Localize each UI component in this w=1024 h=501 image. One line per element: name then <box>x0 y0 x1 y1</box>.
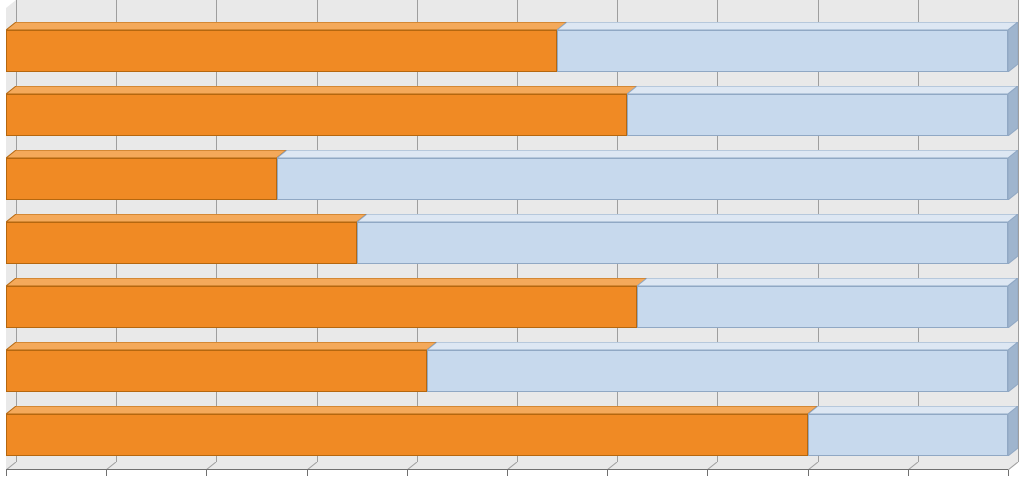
axis-tick <box>507 470 508 476</box>
bar-2-orange-top <box>6 278 647 286</box>
bar-3-orange-top <box>6 214 367 222</box>
bar-3-blue-face <box>357 222 1008 264</box>
bar-1-orange-face <box>6 350 427 392</box>
bar-6-orange-top <box>6 22 567 30</box>
x-axis-line <box>6 469 1008 470</box>
axis-tick <box>106 470 107 476</box>
plot-area <box>6 0 1018 470</box>
bar-3-blue-top <box>357 214 1018 222</box>
axis-tick <box>407 470 408 476</box>
gridline <box>1018 0 1019 462</box>
bar-5-side <box>1008 86 1018 136</box>
axis-tick <box>808 470 809 476</box>
bar-0-blue-top <box>808 406 1018 414</box>
bar-3-side <box>1008 214 1018 264</box>
stacked-bar-chart <box>0 0 1024 501</box>
bar-6-side <box>1008 22 1018 72</box>
bar-4-blue-face <box>277 158 1008 200</box>
axis-tick <box>707 470 708 476</box>
bar-6-blue-face <box>557 30 1008 72</box>
bar-4-side <box>1008 150 1018 200</box>
bar-2-blue-face <box>637 286 1008 328</box>
bar-5-blue-top <box>627 86 1018 94</box>
bar-4-orange-top <box>6 150 287 158</box>
bar-0-blue-face <box>808 414 1008 456</box>
axis-tick <box>908 470 909 476</box>
bar-4-blue-top <box>277 150 1018 158</box>
axis-tick <box>6 470 7 476</box>
bar-5-orange-top <box>6 86 637 94</box>
bar-6-blue-top <box>557 22 1018 30</box>
bar-2-blue-top <box>637 278 1018 286</box>
axis-tick <box>206 470 207 476</box>
bar-2-orange-face <box>6 286 637 328</box>
axis-tick <box>307 470 308 476</box>
bar-1-blue-face <box>427 350 1008 392</box>
bar-1-blue-top <box>427 342 1018 350</box>
bar-1-orange-top <box>6 342 437 350</box>
gridline-floor <box>1008 462 1019 470</box>
axis-tick <box>607 470 608 476</box>
bar-1-side <box>1008 342 1018 392</box>
bar-0-orange-face <box>6 414 808 456</box>
bar-0-orange-top <box>6 406 818 414</box>
bar-6-orange-face <box>6 30 557 72</box>
bar-5-blue-face <box>627 94 1008 136</box>
bar-4-orange-face <box>6 158 277 200</box>
bar-3-orange-face <box>6 222 357 264</box>
bar-2-side <box>1008 278 1018 328</box>
bar-5-orange-face <box>6 94 627 136</box>
bar-0-side <box>1008 406 1018 456</box>
axis-tick <box>1008 470 1009 476</box>
